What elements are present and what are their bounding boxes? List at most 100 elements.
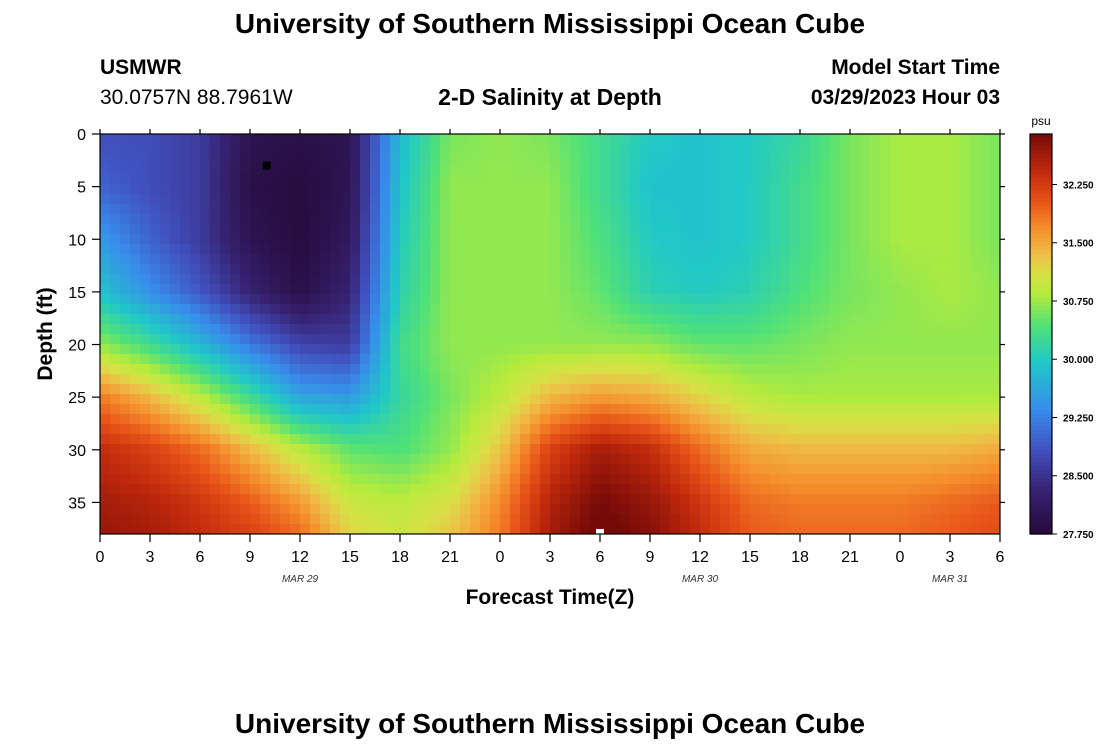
heatmap-cell <box>780 234 791 245</box>
heatmap-cell <box>970 474 981 485</box>
heatmap-cell <box>850 434 861 445</box>
heatmap-cell <box>360 364 371 375</box>
heatmap-cell <box>440 264 451 275</box>
heatmap-cell <box>360 184 371 195</box>
heatmap-cell <box>450 264 461 275</box>
heatmap-cell <box>270 444 281 455</box>
heatmap-cell <box>880 254 891 265</box>
heatmap-cell <box>150 504 161 515</box>
heatmap-cell <box>730 444 741 455</box>
heatmap-cell <box>350 224 361 235</box>
heatmap-cell <box>300 254 311 265</box>
heatmap-cell <box>330 214 341 225</box>
heatmap-cell <box>360 144 371 155</box>
heatmap-cell <box>240 324 251 335</box>
heatmap-cell <box>470 364 481 375</box>
heatmap-cell <box>560 374 571 385</box>
heatmap-cell <box>230 454 241 465</box>
heatmap-cell <box>280 174 291 185</box>
heatmap-cell <box>830 244 841 255</box>
heatmap-cell <box>340 154 351 165</box>
heatmap-cell <box>270 254 281 265</box>
heatmap-cell <box>160 524 171 534</box>
heatmap-cell <box>180 224 191 235</box>
heatmap-cell <box>390 354 401 365</box>
heatmap-cell <box>510 214 521 225</box>
heatmap-cell <box>870 424 881 435</box>
heatmap-cell <box>970 274 981 285</box>
heatmap-cell <box>670 464 681 475</box>
heatmap-cell <box>620 144 631 155</box>
heatmap-cell <box>210 404 221 415</box>
heatmap-cell <box>360 244 371 255</box>
heatmap-cell <box>380 164 391 175</box>
heatmap-cell <box>530 304 541 315</box>
heatmap-cell <box>700 364 711 375</box>
heatmap-cell <box>580 274 591 285</box>
heatmap-cell <box>290 274 301 285</box>
heatmap-cell <box>550 264 561 275</box>
heatmap-cell <box>710 454 721 465</box>
heatmap-cell <box>760 494 771 505</box>
heatmap-cell <box>540 384 551 395</box>
heatmap-cell <box>700 474 711 485</box>
heatmap-cell <box>200 314 211 325</box>
heatmap-cell <box>670 154 681 165</box>
heatmap-cell <box>250 334 261 345</box>
heatmap-cell <box>270 214 281 225</box>
heatmap-cell <box>350 424 361 435</box>
heatmap-cell <box>250 294 261 305</box>
heatmap-cell <box>790 284 801 295</box>
heatmap-cell <box>650 224 661 235</box>
heatmap-cell <box>850 494 861 505</box>
heatmap-cell <box>990 264 1000 275</box>
heatmap-cell <box>410 274 421 285</box>
heatmap-cell <box>340 334 351 345</box>
heatmap-cell <box>420 344 431 355</box>
heatmap-cell <box>680 364 691 375</box>
heatmap-cell <box>990 174 1000 185</box>
heatmap-cell <box>680 184 691 195</box>
heatmap-cell <box>680 504 691 515</box>
heatmap-cell <box>510 364 521 375</box>
heatmap-cell <box>650 384 661 395</box>
heatmap-cell <box>400 214 411 225</box>
heatmap-cell <box>240 514 251 525</box>
heatmap-cell <box>380 314 391 325</box>
heatmap-cell <box>390 474 401 485</box>
x-tick-label: 18 <box>791 549 809 566</box>
heatmap-cell <box>630 244 641 255</box>
heatmap-cell <box>420 244 431 255</box>
heatmap-cell <box>460 234 471 245</box>
heatmap-cell <box>640 174 651 185</box>
heatmap-cell <box>740 484 751 495</box>
heatmap-cell <box>920 204 931 215</box>
heatmap-cell <box>790 514 801 525</box>
heatmap-cell <box>600 264 611 275</box>
heatmap-cell <box>370 424 381 435</box>
heatmap-cell <box>220 254 231 265</box>
grid-point-markers <box>262 161 604 537</box>
heatmap-cell <box>250 444 261 455</box>
heatmap-cell <box>580 304 591 315</box>
heatmap-cell <box>460 514 471 525</box>
heatmap-cell <box>400 154 411 165</box>
heatmap-cell <box>680 374 691 385</box>
heatmap-cell <box>100 504 111 515</box>
colorbar-tick-label: 28.500 <box>1063 472 1094 483</box>
heatmap-cell <box>460 354 471 365</box>
heatmap-cell <box>870 224 881 235</box>
heatmap-cell <box>790 184 801 195</box>
heatmap-cell <box>110 304 121 315</box>
heatmap-cell <box>740 344 751 355</box>
heatmap-cell <box>740 134 751 145</box>
heatmap-cell <box>660 414 671 425</box>
heatmap-cell <box>650 424 661 435</box>
heatmap-cell <box>760 184 771 195</box>
heatmap-cell <box>390 214 401 225</box>
heatmap-cell <box>250 484 261 495</box>
heatmap-cell <box>130 154 141 165</box>
heatmap-cell <box>280 184 291 195</box>
heatmap-cell <box>520 264 531 275</box>
heatmap-cell <box>880 274 891 285</box>
